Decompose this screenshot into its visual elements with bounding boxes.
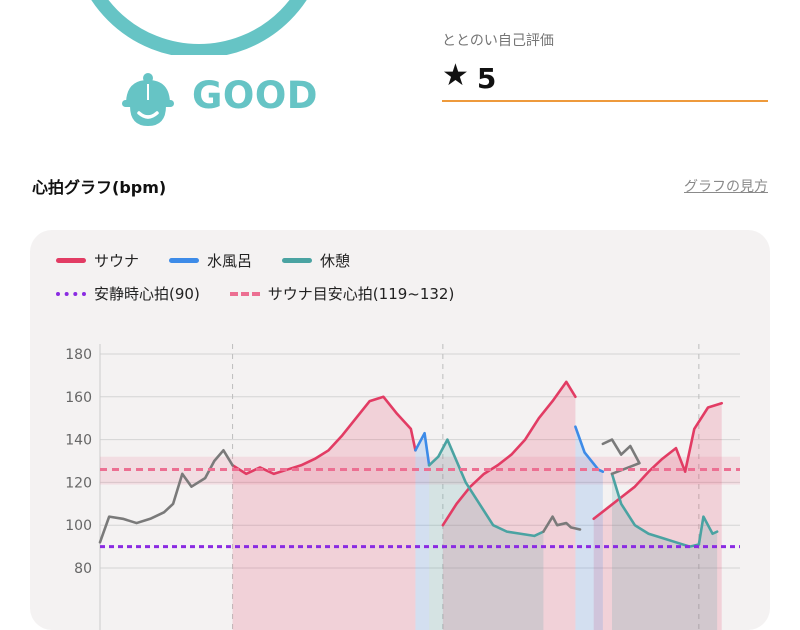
condition-label: GOOD — [192, 74, 318, 117]
other-line — [542, 515, 582, 533]
heart-rate-section-title: 心拍グラフ(bpm) — [32, 178, 167, 197]
legend-row-references: 安静時心拍(90) サウナ目安心拍(119~132) — [56, 283, 484, 304]
legend-rest: 休憩 — [282, 250, 350, 271]
self-evaluation-field[interactable]: ★ 5 — [442, 56, 768, 102]
legend-sauna-swatch — [56, 258, 86, 263]
sauna-area — [593, 403, 722, 630]
graph-guide-link[interactable]: グラフの見方 — [684, 179, 768, 195]
rest-line — [427, 438, 545, 538]
legend-cold-bath-swatch — [169, 258, 200, 263]
legend-sauna-label: サウナ — [94, 252, 140, 270]
legend-resting-hr-label: 安静時心拍(90) — [94, 285, 200, 303]
heart-rate-chart-card: サウナ 水風呂 休憩 安静時心拍(90) サウナ目安心拍(119~132) 80… — [30, 230, 770, 630]
y-tick-label: 140 — [65, 433, 92, 449]
capped-character-icon — [120, 68, 176, 130]
other-line — [601, 438, 641, 476]
legend-sauna-target-label: サウナ目安心拍(119~132) — [267, 285, 455, 303]
legend-sauna: サウナ — [56, 250, 139, 271]
other-line — [98, 449, 234, 544]
sauna-line — [231, 395, 417, 476]
rest-area — [429, 439, 544, 630]
cold-bath-area — [415, 433, 430, 630]
sauna-area — [232, 396, 416, 630]
sauna-area — [442, 381, 576, 630]
legend-resting-hr: 安静時心拍(90) — [56, 283, 200, 304]
y-tick-label: 160 — [65, 390, 92, 406]
legend-sauna-target: サウナ目安心拍(119~132) — [229, 283, 455, 304]
y-tick-label: 180 — [65, 347, 92, 363]
legend-rest-label: 休憩 — [320, 252, 351, 270]
legend-rest-swatch — [282, 258, 313, 263]
rest-area — [612, 473, 699, 630]
legend-cold-bath-label: 水風呂 — [207, 252, 253, 270]
sauna-line — [592, 401, 724, 521]
score-ring — [60, 0, 340, 55]
y-tick-label: 80 — [74, 561, 92, 577]
legend-cold-bath: 水風呂 — [169, 250, 252, 271]
rating-value: 5 — [476, 61, 497, 95]
self-evaluation-title: ととのい自己評価 — [442, 33, 554, 49]
y-tick-label: 100 — [65, 518, 92, 534]
rest-line — [697, 515, 719, 546]
star-icon: ★ — [442, 58, 469, 93]
sauna-line — [441, 380, 577, 527]
y-tick-label: 120 — [65, 475, 92, 491]
legend-row-phases: サウナ 水風呂 休憩 — [56, 250, 380, 271]
cold-bath-line — [414, 431, 431, 467]
legend-sauna-target-swatch — [229, 291, 260, 296]
heart-rate-plot: 80 100 120 140 160 180 — [65, 344, 740, 630]
cold-bath-area — [575, 426, 603, 630]
legend-resting-hr-swatch — [56, 291, 86, 296]
cold-bath-line — [574, 425, 605, 473]
score-ring-arc — [70, 0, 328, 55]
